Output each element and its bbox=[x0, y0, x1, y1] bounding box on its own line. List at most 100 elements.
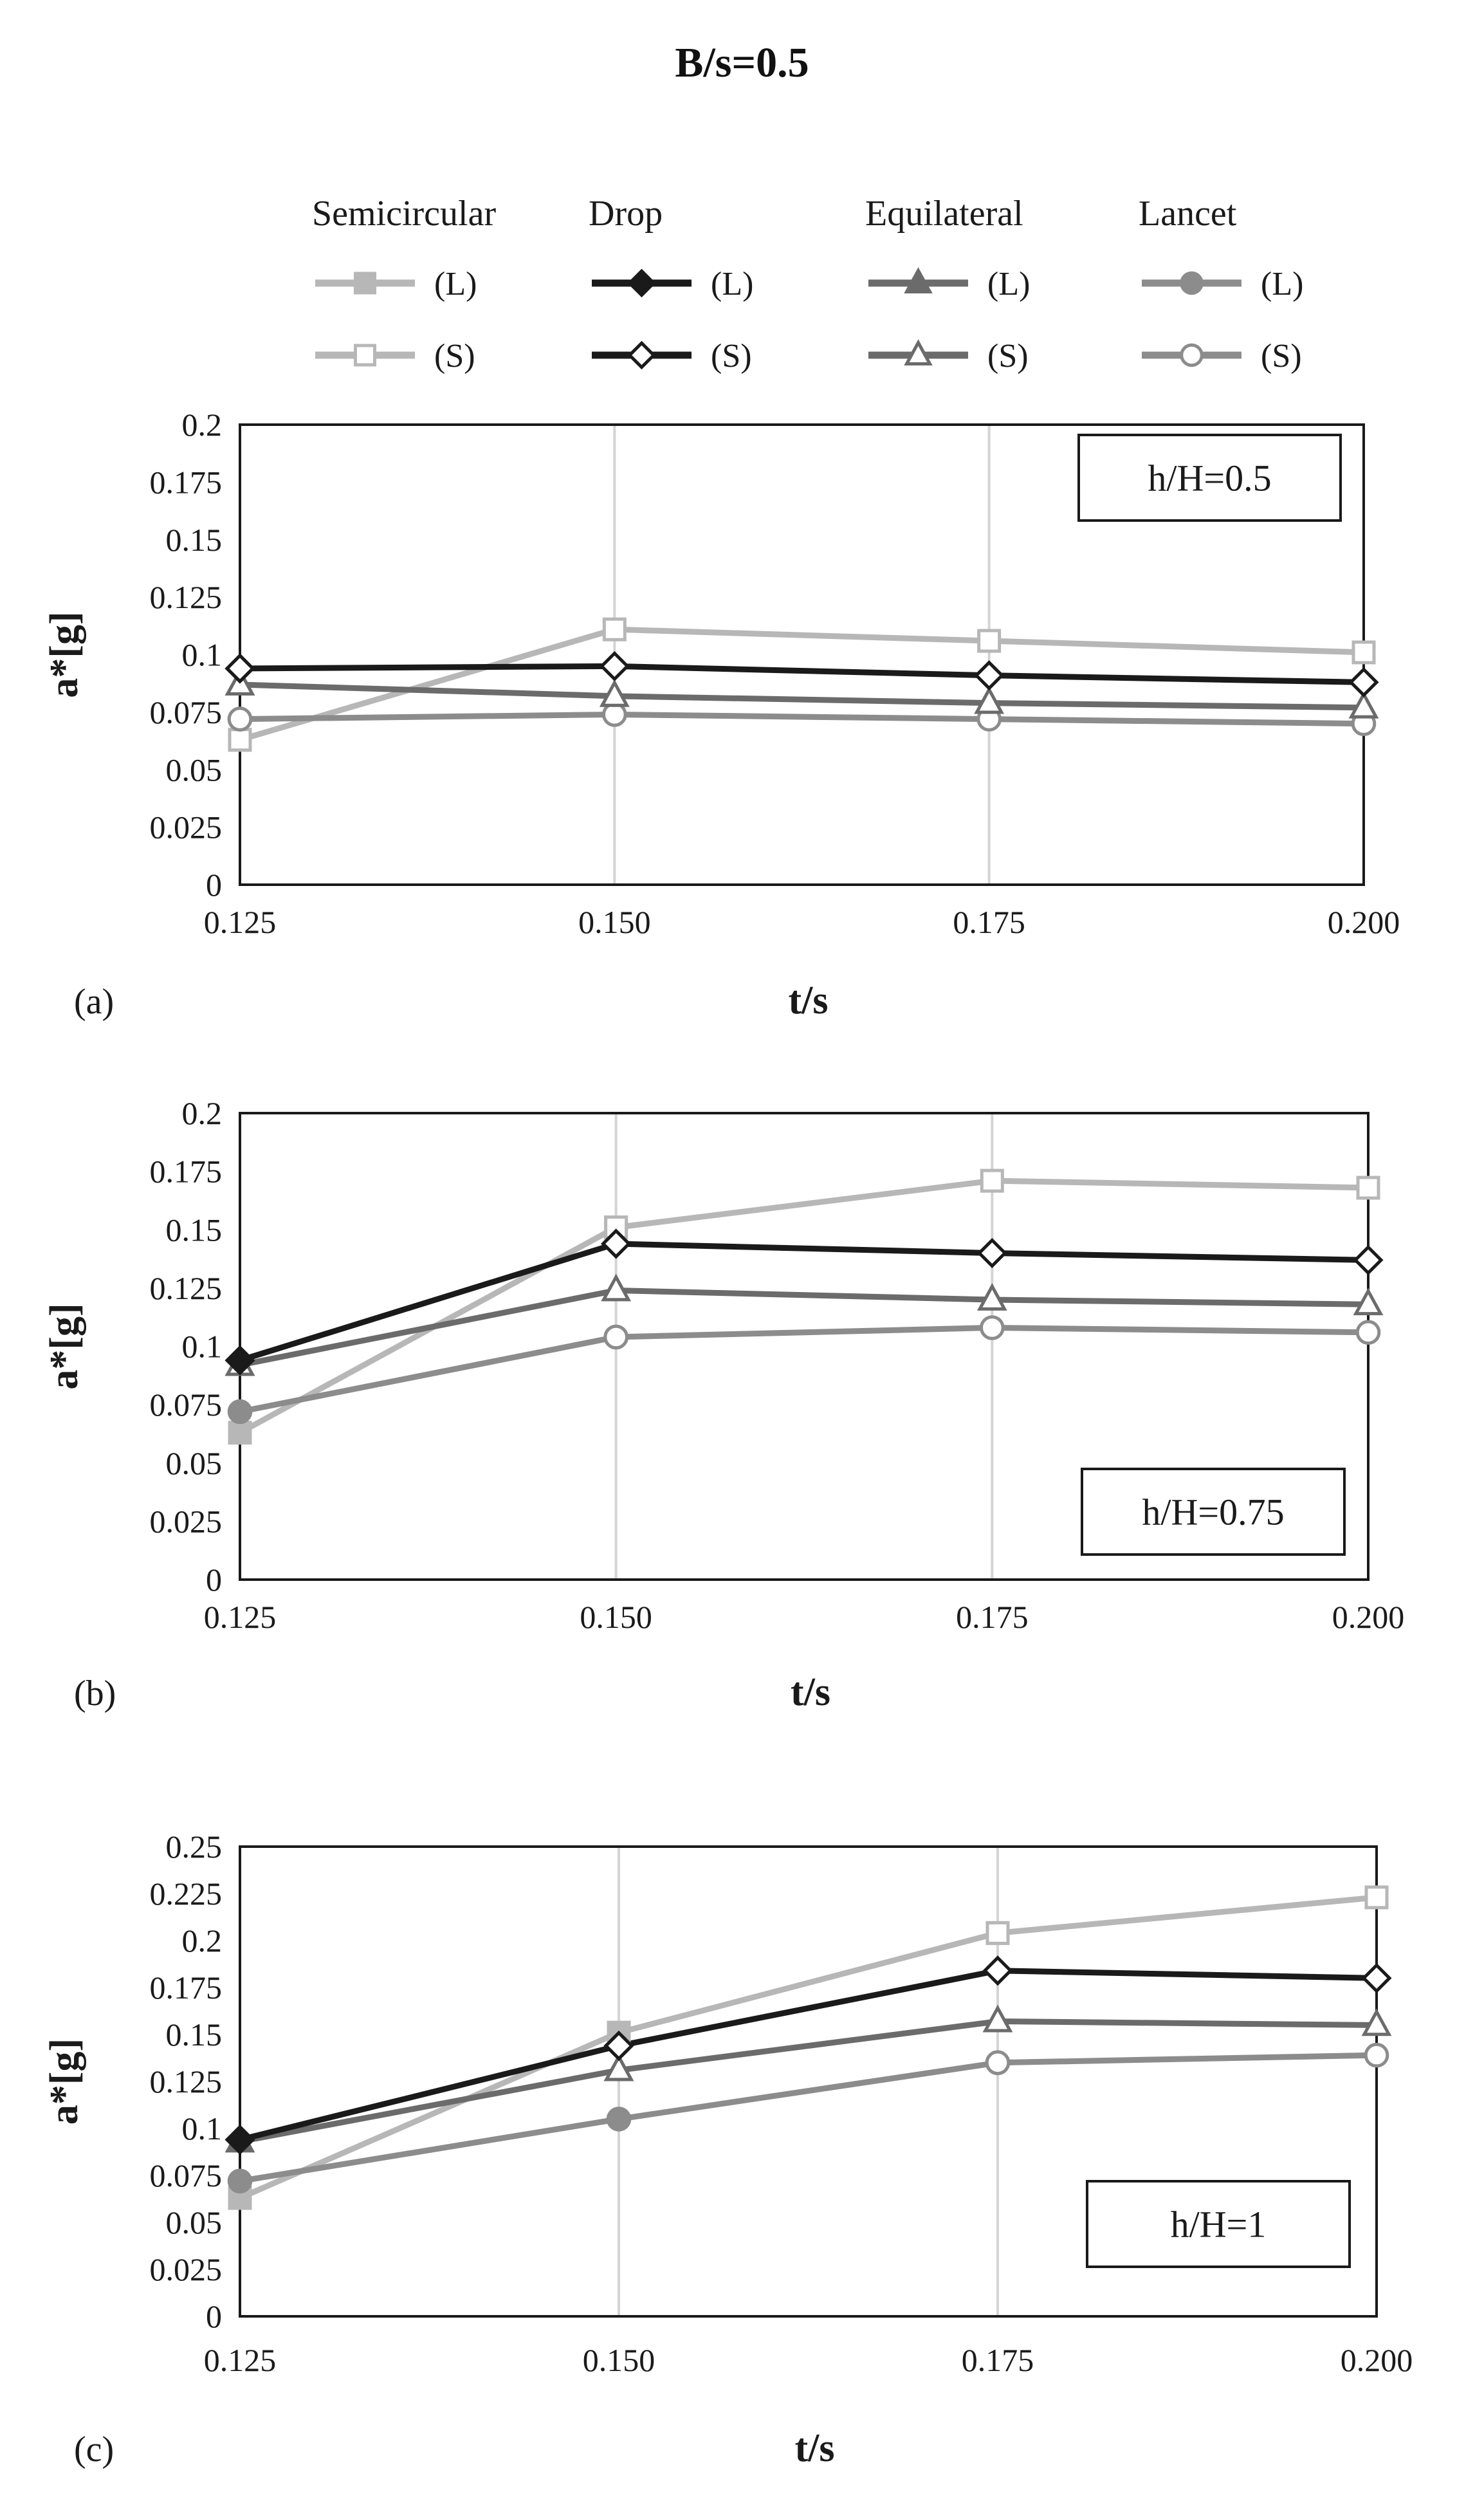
chart-panel-a: 0 0.025 0.05 0.075 0.1 0.125 0.15 0.175 0.2 0.125… bbox=[42, 407, 1400, 1022]
y-tick-label: 0.075 bbox=[150, 694, 223, 730]
series-line-semicircular-S bbox=[239, 626, 1364, 743]
y-axis-label: a*[g] bbox=[42, 1303, 86, 1389]
legend-label-lancet-L: (L) bbox=[1261, 266, 1303, 302]
chart-panel-b: 0 0.025 0.05 0.075 0.1 0.125 0.15 0.175 0.2 0.125… bbox=[42, 1095, 1405, 1714]
legend-marker-equilateral-S bbox=[904, 339, 933, 365]
data-point-lancet-S bbox=[227, 706, 253, 732]
y-tick-label: 0.125 bbox=[150, 579, 223, 615]
legend-label-equilateral-S: (S) bbox=[987, 338, 1029, 374]
y-tick-label: 0 bbox=[206, 867, 222, 903]
y-tick-label: 0.175 bbox=[150, 1154, 223, 1190]
legend-label-drop-S: (S) bbox=[711, 338, 752, 374]
legend-marker-lancet-L bbox=[1180, 271, 1204, 295]
data-point-drop-L bbox=[224, 1345, 255, 1376]
data-point-drop-S bbox=[1348, 667, 1379, 697]
x-axis-label: t/s bbox=[791, 1670, 830, 1714]
legend-label-semicircular-S: (S) bbox=[434, 338, 475, 374]
data-point-semicircular-S bbox=[1356, 1176, 1380, 1200]
data-point-semicircular-S bbox=[977, 629, 1002, 653]
y-tick-label: 0.125 bbox=[150, 2063, 223, 2099]
data-point-semicircular-S bbox=[228, 728, 252, 752]
series-line-equilateral-L bbox=[239, 2067, 619, 2145]
data-point-equilateral-S bbox=[974, 686, 1005, 714]
x-tick-label: 0.175 bbox=[962, 2342, 1034, 2378]
x-tick-label: 0.150 bbox=[578, 904, 651, 940]
legend-marker-semicircular-S bbox=[354, 344, 376, 367]
data-point-semicircular-S bbox=[1364, 1885, 1389, 1910]
y-tick-label: 0.075 bbox=[150, 2157, 223, 2193]
series-line-lancet-S bbox=[239, 711, 1364, 727]
annotation-box bbox=[1081, 1468, 1346, 1556]
y-tick-label: 0 bbox=[206, 1562, 222, 1598]
y-tick-label: 0.2 bbox=[182, 1923, 223, 1959]
legend-label-equilateral-L: (L) bbox=[987, 266, 1030, 302]
series-line-drop-L bbox=[239, 1241, 617, 1363]
y-tick-label: 0.025 bbox=[150, 2251, 223, 2287]
data-point-drop-S bbox=[982, 1955, 1013, 1986]
y-tick-label: 0.1 bbox=[182, 1329, 223, 1365]
data-point-lancet-S bbox=[1364, 2042, 1389, 2068]
annotation-box bbox=[1086, 2180, 1351, 2268]
y-tick-label: 0.15 bbox=[166, 1212, 223, 1248]
legend-marker-drop-S bbox=[627, 340, 656, 370]
data-point-drop-S bbox=[224, 653, 255, 684]
legend-marker-equilateral-L bbox=[904, 267, 933, 293]
y-tick-label: 0.25 bbox=[166, 1829, 223, 1865]
y-tick-label: 0.175 bbox=[150, 464, 223, 500]
annotation-box bbox=[1077, 434, 1342, 522]
series-line-drop-L bbox=[239, 2043, 620, 2143]
data-point-drop-S bbox=[974, 660, 1005, 691]
data-point-semicircular-S bbox=[602, 617, 627, 641]
y-axis-label: a*[g] bbox=[42, 2038, 86, 2125]
x-tick-label: 0.200 bbox=[1341, 2342, 1413, 2378]
x-axis-label: t/s bbox=[795, 2426, 835, 2470]
series-line-equilateral-S bbox=[239, 681, 1364, 711]
panel-label: (b) bbox=[74, 1674, 116, 1713]
y-tick-label: 0.1 bbox=[182, 637, 223, 673]
legend-label-drop-L: (L) bbox=[711, 266, 753, 302]
data-point-equilateral-S bbox=[1353, 1287, 1384, 1316]
x-tick-label: 0.125 bbox=[204, 904, 277, 940]
data-point-equilateral-S bbox=[599, 679, 630, 707]
y-tick-label: 0.075 bbox=[150, 1387, 223, 1423]
y-tick-label: 0.225 bbox=[150, 1876, 223, 1912]
y-tick-label: 0.2 bbox=[182, 1095, 223, 1131]
data-point-semicircular-S bbox=[1351, 640, 1376, 665]
legend-graphic: Semicircular (L) (S) Drop (L) (S) Equilateral (… bbox=[312, 194, 1303, 374]
x-tick-label: 0.150 bbox=[583, 2342, 655, 2378]
x-tick-label: 0.125 bbox=[204, 1599, 277, 1635]
data-point-drop-S bbox=[603, 2030, 634, 2062]
legend-group-3: Lancet bbox=[1139, 194, 1237, 234]
x-tick-label: 0.150 bbox=[580, 1599, 652, 1635]
legend-marker-drop-L bbox=[627, 268, 656, 298]
y-tick-label: 0.025 bbox=[150, 809, 223, 845]
y-tick-label: 0.125 bbox=[150, 1270, 223, 1306]
y-tick-label: 0 bbox=[206, 2298, 222, 2334]
data-point-drop-L bbox=[224, 2124, 255, 2155]
legend-group-0: Semicircular bbox=[312, 194, 496, 234]
data-point-lancet-S bbox=[603, 1324, 628, 1350]
series-line-semicircular-S bbox=[997, 1894, 1377, 1936]
y-tick-label: 0.15 bbox=[166, 522, 223, 558]
y-tick-label: 0.175 bbox=[150, 1970, 223, 2006]
data-point-drop-S bbox=[1353, 1244, 1384, 1275]
legend-marker-lancet-S bbox=[1180, 343, 1204, 367]
y-tick-label: 0.05 bbox=[166, 2204, 223, 2240]
legend-label-lancet-S: (S) bbox=[1261, 338, 1302, 374]
annotation-text: h/H=0.5 bbox=[1148, 457, 1271, 499]
series-line-equilateral-S bbox=[239, 1287, 1369, 1368]
data-point-lancet-L bbox=[227, 2168, 253, 2194]
series-line-lancet-S bbox=[997, 2052, 1377, 2066]
x-tick-label: 0.200 bbox=[1332, 1599, 1405, 1635]
legend-label-semicircular-L: (L) bbox=[434, 266, 477, 302]
y-tick-label: 0.15 bbox=[166, 2016, 223, 2053]
data-point-equilateral-S bbox=[982, 2004, 1013, 2033]
series-line-drop-S bbox=[239, 663, 1364, 685]
data-point-semicircular-L bbox=[228, 1421, 252, 1445]
data-point-lancet-S bbox=[980, 1315, 1005, 1340]
data-point-semicircular-S bbox=[985, 1921, 1010, 1945]
x-tick-label: 0.200 bbox=[1328, 904, 1400, 940]
figure-title: B/s=0.5 bbox=[675, 39, 809, 86]
data-point-lancet-S bbox=[985, 2050, 1011, 2076]
data-point-drop-S bbox=[1361, 1962, 1392, 1993]
